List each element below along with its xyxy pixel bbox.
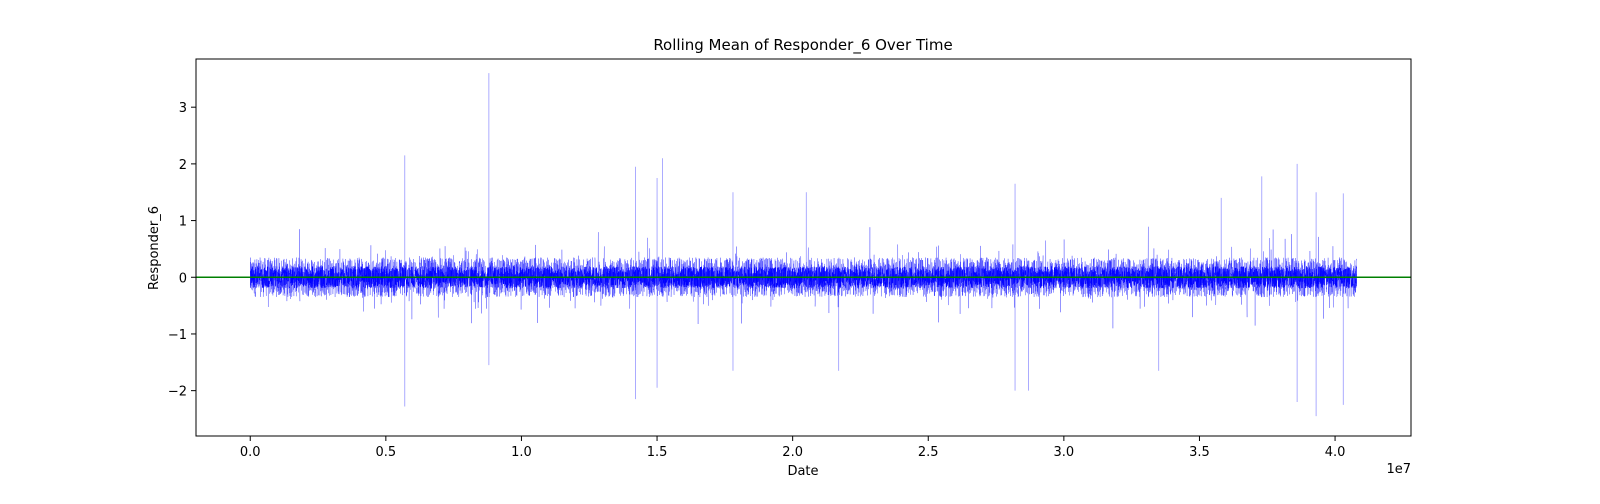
x-axis-label: Date	[787, 464, 818, 479]
y-tick-label: 0	[179, 271, 187, 286]
y-tick-label: 1	[179, 215, 187, 230]
chart-title: Rolling Mean of Responder_6 Over Time	[653, 36, 952, 55]
x-tick-label: 0.5	[376, 445, 397, 460]
x-tick-label: 1.0	[511, 445, 532, 460]
x-tick-label: 1.5	[647, 445, 668, 460]
y-axis: −2 −1 0 1 2 3	[168, 101, 196, 400]
y-tick-label: 3	[179, 101, 187, 116]
x-tick-label: 4.0	[1325, 445, 1346, 460]
y-tick-label: −1	[168, 328, 187, 343]
y-axis-label: Responder_6	[147, 206, 162, 290]
x-tick-label: 2.5	[918, 445, 939, 460]
x-tick-label: 3.0	[1054, 445, 1075, 460]
y-tick-label: 2	[179, 158, 187, 173]
x-tick-label: 3.5	[1189, 445, 1210, 460]
x-offset-label: 1e7	[1386, 462, 1411, 477]
y-tick-label: −2	[168, 385, 187, 400]
series-responder-6-core	[250, 265, 1357, 289]
x-tick-label: 0.0	[240, 445, 261, 460]
axes-frame	[195, 58, 1412, 437]
x-tick-label: 2.0	[782, 445, 803, 460]
plot-area	[196, 73, 1411, 417]
x-axis: 0.0 0.5 1.0 1.5 2.0 2.5 3.0 3.5 4.0	[240, 436, 1346, 460]
